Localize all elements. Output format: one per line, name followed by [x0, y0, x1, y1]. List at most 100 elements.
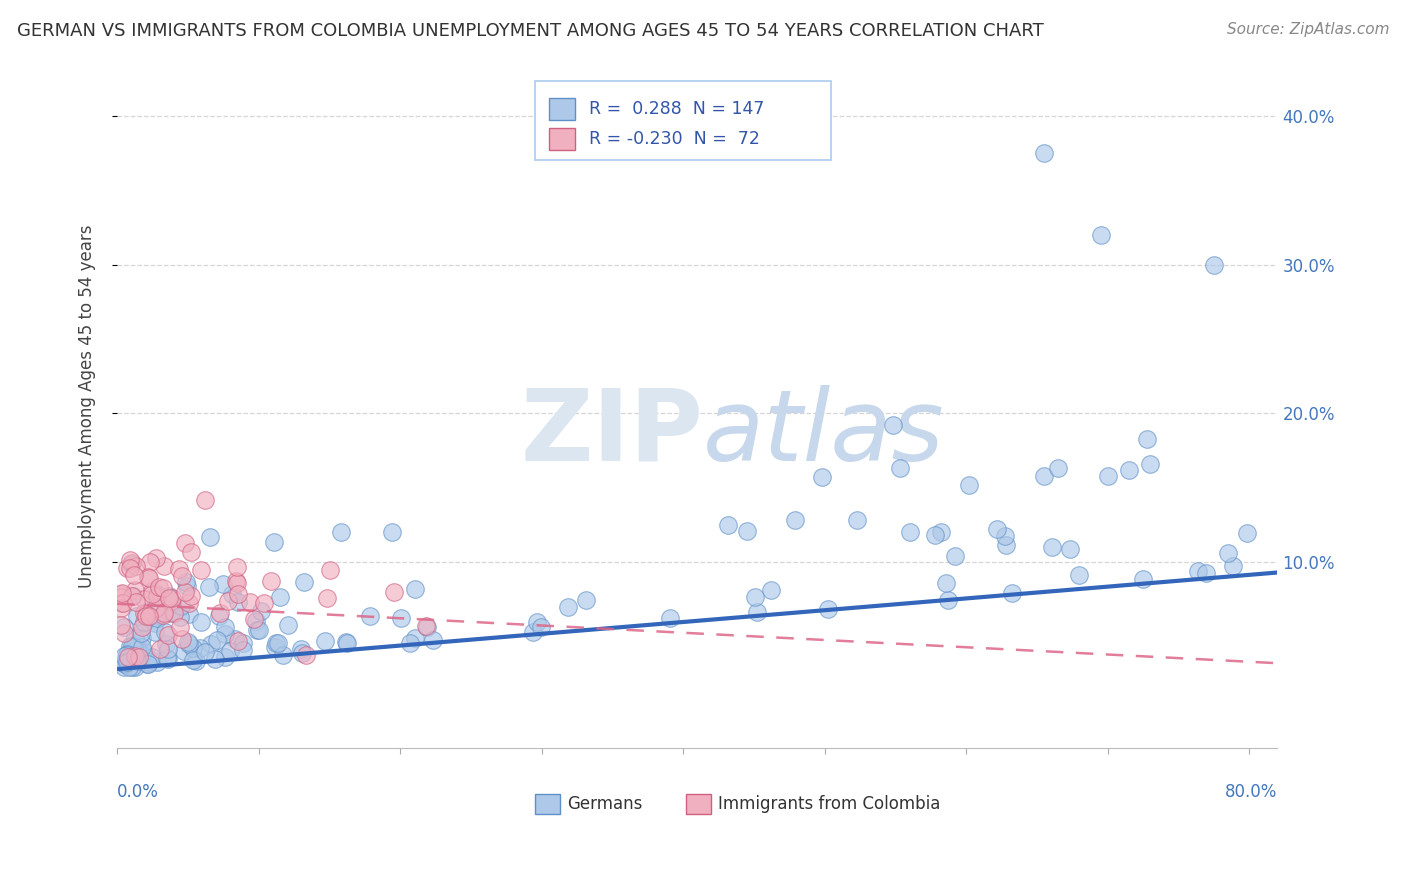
Point — [399, 635, 422, 649]
Point — [745, 605, 768, 619]
Point — [120, 639, 142, 653]
Point — [197, 580, 219, 594]
Point — [173, 585, 195, 599]
Point — [112, 620, 135, 634]
Point — [114, 656, 136, 670]
Point — [416, 620, 439, 634]
Point — [143, 616, 166, 631]
Point — [138, 655, 160, 669]
Point — [1132, 573, 1154, 587]
Point — [157, 641, 180, 656]
Point — [882, 418, 904, 433]
Point — [138, 604, 160, 618]
Point — [245, 614, 267, 628]
Point — [817, 601, 839, 615]
Point — [1069, 567, 1091, 582]
Point — [115, 647, 138, 661]
Point — [943, 549, 966, 563]
Point — [120, 558, 142, 572]
Point — [156, 652, 179, 666]
Point — [131, 620, 153, 634]
Point — [190, 615, 212, 629]
Text: R =  0.288  N = 147: R = 0.288 N = 147 — [589, 100, 763, 119]
Point — [194, 492, 217, 507]
Text: Immigrants from Colombia: Immigrants from Colombia — [718, 795, 941, 813]
Point — [1187, 564, 1209, 578]
Point — [218, 644, 240, 658]
Point — [115, 655, 138, 669]
Point — [169, 620, 191, 634]
Point — [132, 606, 155, 620]
Point — [134, 615, 156, 629]
Point — [575, 593, 598, 607]
Point — [120, 561, 142, 575]
Point — [110, 600, 132, 615]
Point — [924, 528, 946, 542]
Point — [135, 607, 157, 621]
Point — [111, 586, 134, 600]
Point — [184, 654, 207, 668]
Point — [153, 559, 176, 574]
Point — [110, 618, 132, 632]
Point — [221, 587, 243, 601]
Point — [1090, 227, 1112, 242]
Point — [1059, 541, 1081, 556]
Point — [1001, 586, 1024, 600]
Point — [118, 660, 141, 674]
Point — [188, 641, 211, 656]
Point — [846, 513, 869, 527]
Point — [264, 636, 287, 650]
Point — [180, 590, 202, 604]
Point — [145, 600, 167, 615]
Point — [118, 553, 141, 567]
Point — [115, 648, 138, 663]
Point — [415, 619, 437, 633]
Point — [110, 591, 132, 605]
Point — [994, 538, 1017, 552]
Point — [658, 611, 681, 625]
Point — [125, 642, 148, 657]
Point — [319, 563, 342, 577]
Point — [173, 536, 195, 550]
Point — [114, 657, 136, 671]
Point — [125, 595, 148, 609]
Text: ZIP: ZIP — [520, 384, 703, 482]
Text: 80.0%: 80.0% — [1225, 783, 1278, 802]
Point — [759, 582, 782, 597]
Point — [208, 608, 231, 623]
Point — [148, 580, 170, 594]
Point — [986, 522, 1008, 536]
Point — [121, 589, 143, 603]
Point — [155, 637, 177, 651]
Text: Germans: Germans — [567, 795, 643, 813]
Point — [121, 589, 143, 603]
Point — [194, 645, 217, 659]
Point — [526, 615, 548, 629]
Point — [1136, 432, 1159, 446]
Point — [1040, 541, 1063, 555]
Point — [180, 544, 202, 558]
Point — [381, 525, 404, 540]
Point — [162, 606, 184, 620]
Point — [264, 640, 287, 654]
Point — [225, 574, 247, 588]
Point — [157, 628, 180, 642]
Point — [315, 591, 337, 606]
Point — [143, 624, 166, 639]
Point — [181, 653, 204, 667]
Point — [735, 524, 758, 538]
Point — [744, 590, 766, 604]
Point — [170, 569, 193, 583]
Point — [138, 609, 160, 624]
Point — [530, 620, 553, 634]
Point — [124, 558, 146, 573]
Point — [294, 574, 316, 589]
Point — [172, 632, 194, 646]
Point — [1032, 146, 1054, 161]
Point — [1032, 468, 1054, 483]
Point — [112, 657, 135, 671]
Point — [132, 592, 155, 607]
Point — [121, 660, 143, 674]
Point — [121, 639, 143, 653]
Point — [898, 525, 921, 540]
